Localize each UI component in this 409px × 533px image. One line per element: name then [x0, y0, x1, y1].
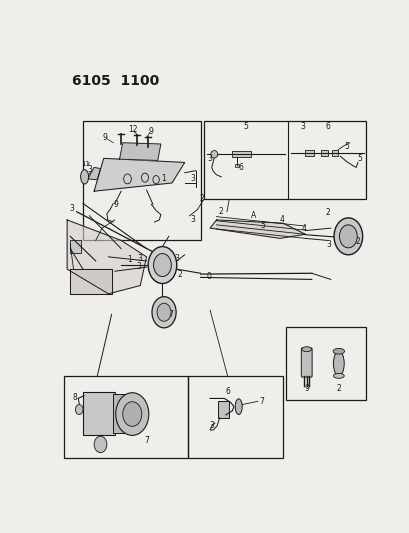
Text: 6: 6 — [238, 163, 243, 172]
Text: 2: 2 — [324, 208, 329, 217]
Bar — [285, 327, 365, 400]
Text: 3: 3 — [209, 422, 213, 431]
Text: 3: 3 — [300, 122, 305, 131]
Bar — [218, 401, 229, 418]
Ellipse shape — [81, 169, 88, 184]
Text: 4: 4 — [279, 215, 283, 224]
Text: 3: 3 — [87, 165, 92, 174]
Text: 0: 0 — [206, 272, 211, 281]
Text: 3: 3 — [69, 204, 74, 213]
Text: 7: 7 — [144, 436, 148, 445]
Ellipse shape — [333, 374, 344, 378]
Text: 3: 3 — [174, 254, 179, 263]
Text: 12: 12 — [128, 125, 138, 134]
Text: 3: 3 — [190, 174, 195, 183]
Text: 5: 5 — [344, 142, 348, 150]
Bar — [332, 150, 337, 156]
Circle shape — [157, 303, 171, 321]
Bar — [64, 376, 187, 458]
Bar — [83, 392, 115, 435]
Circle shape — [122, 402, 142, 426]
Bar — [305, 150, 314, 156]
Bar — [232, 151, 251, 157]
Text: A: A — [251, 211, 256, 220]
Text: 7: 7 — [258, 397, 263, 406]
Text: 2: 2 — [218, 207, 222, 216]
Bar — [320, 150, 327, 156]
Text: 1: 1 — [126, 255, 131, 264]
Text: 3: 3 — [207, 154, 212, 163]
Bar — [70, 240, 81, 253]
Text: 3: 3 — [326, 240, 331, 249]
Circle shape — [115, 393, 148, 435]
Polygon shape — [67, 220, 146, 294]
Text: 3: 3 — [190, 215, 195, 224]
Circle shape — [148, 247, 176, 284]
Text: 2: 2 — [199, 193, 204, 203]
Text: 5: 5 — [243, 122, 247, 131]
Text: 9: 9 — [303, 384, 308, 393]
Text: 3: 3 — [136, 262, 141, 271]
Text: 2: 2 — [336, 384, 340, 393]
Circle shape — [141, 173, 148, 182]
Ellipse shape — [301, 347, 311, 352]
Polygon shape — [210, 220, 305, 238]
Polygon shape — [88, 167, 100, 180]
Ellipse shape — [332, 349, 344, 354]
Text: 3: 3 — [137, 254, 142, 263]
Polygon shape — [70, 269, 111, 294]
Ellipse shape — [210, 150, 217, 158]
Circle shape — [333, 218, 362, 255]
Bar — [187, 376, 283, 458]
Bar — [113, 394, 132, 433]
Text: 10: 10 — [159, 260, 169, 269]
Polygon shape — [119, 143, 160, 160]
Text: 2: 2 — [355, 237, 360, 246]
Text: 11: 11 — [81, 161, 90, 167]
Bar — [203, 122, 365, 199]
Bar — [234, 164, 239, 167]
Text: 8: 8 — [72, 393, 76, 402]
Circle shape — [75, 405, 83, 415]
Text: 9: 9 — [102, 133, 107, 142]
Text: 1: 1 — [161, 174, 166, 183]
Text: 5: 5 — [357, 154, 362, 163]
Circle shape — [152, 297, 176, 328]
Text: 7: 7 — [169, 310, 173, 319]
Circle shape — [94, 436, 107, 453]
Text: 9: 9 — [148, 127, 153, 136]
Text: 6: 6 — [324, 122, 329, 131]
Circle shape — [124, 174, 131, 184]
Circle shape — [153, 254, 171, 277]
Text: 2: 2 — [177, 270, 182, 279]
Text: 6: 6 — [225, 387, 229, 396]
Text: 4: 4 — [301, 224, 306, 232]
Circle shape — [153, 175, 159, 184]
Circle shape — [339, 225, 356, 248]
Polygon shape — [94, 158, 184, 191]
Text: 5: 5 — [260, 221, 265, 230]
Ellipse shape — [333, 351, 344, 376]
Text: 6105  1100: 6105 1100 — [72, 74, 159, 88]
Text: 9: 9 — [114, 200, 119, 209]
FancyBboxPatch shape — [301, 348, 311, 377]
Bar — [83, 122, 200, 240]
Ellipse shape — [235, 399, 242, 415]
